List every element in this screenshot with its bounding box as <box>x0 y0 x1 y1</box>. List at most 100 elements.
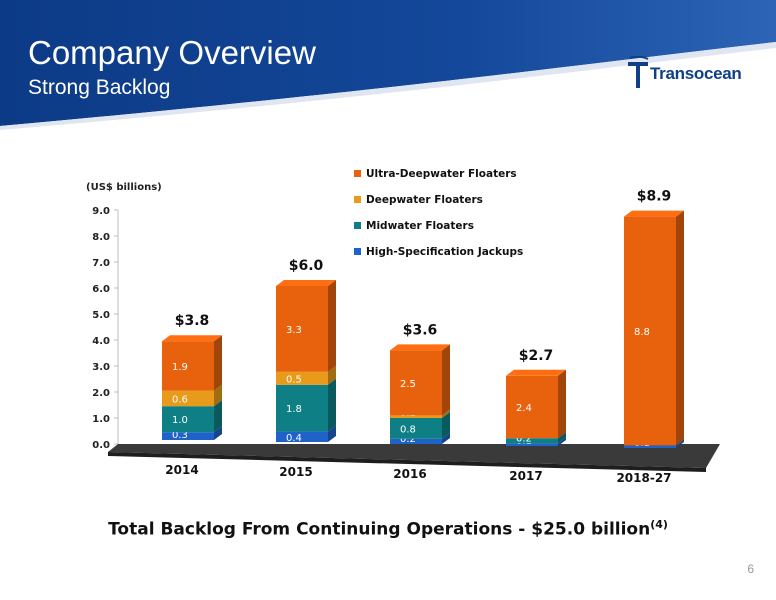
bar-segment <box>624 216 676 446</box>
x-category-label: 2017 <box>509 469 542 483</box>
bar-segment-side <box>558 432 566 444</box>
bar-segment <box>276 371 328 385</box>
legend-entry: Deepwater Floaters <box>366 194 483 206</box>
bar-segment-side <box>676 439 684 448</box>
bar-segment <box>506 443 558 446</box>
bar-value-label: 1.9 <box>172 362 188 373</box>
bar-stack-2015: 0.4 1.8 0.5 3.3 <box>276 280 336 444</box>
bar-value-label: 0.4 <box>286 433 302 444</box>
total-backlog-text: Total Backlog From Continuing Operations… <box>108 519 651 540</box>
y-tick-label: 0.0 <box>92 440 110 451</box>
y-tick-label: 3.0 <box>92 362 110 373</box>
bar-segment-side <box>558 369 566 439</box>
bar-value-label: 2.5 <box>400 379 416 390</box>
y-axis-label: (US$ billions) <box>86 182 162 193</box>
page-subtitle: Strong Backlog <box>28 76 171 99</box>
bar-segment-side <box>442 409 450 418</box>
legend-swatch <box>354 222 361 229</box>
legend-swatch <box>354 248 361 255</box>
bar-stack-2017: 0.10.22.4 <box>506 369 566 447</box>
bar-segment-side <box>328 378 336 432</box>
bar-segment <box>276 384 328 432</box>
x-category-label: 2018-27 <box>616 471 671 485</box>
bar-value-label: 2.4 <box>516 403 532 414</box>
y-tick-label: 4.0 <box>92 336 110 347</box>
floor-top <box>108 444 720 468</box>
bar-segment <box>624 445 676 448</box>
bar-segment <box>162 390 214 407</box>
header-band <box>0 0 776 130</box>
x-category-label: 2016 <box>393 467 426 481</box>
page-title: Company Overview <box>28 34 316 71</box>
legend-swatch <box>354 196 361 203</box>
bar-value-label: 0.8 <box>400 424 416 435</box>
bar-segment-side <box>442 432 450 444</box>
bar-segment <box>390 350 442 416</box>
bar-segment-side <box>328 365 336 385</box>
bar-total-label: $3.8 <box>175 313 210 329</box>
bar-segment-side <box>328 280 336 372</box>
x-category-label: 2014 <box>165 463 198 477</box>
bar-top-face <box>390 344 450 351</box>
page-number: 6 <box>747 562 754 576</box>
bar-segment-side <box>214 400 222 433</box>
legend-entry: Ultra-Deepwater Floaters <box>366 168 517 180</box>
bar-segment-side <box>558 437 566 446</box>
bar-segment-side <box>214 384 222 407</box>
bar-segment-side <box>328 425 336 442</box>
bar-top-face <box>162 335 222 342</box>
bar-segment <box>390 438 442 444</box>
x-category-label: 2015 <box>279 465 312 479</box>
bar-value-label: 0.2 <box>516 433 532 444</box>
backlog-chart: 0.0 1.0 2.0 3.0 4.0 5.0 6.0 7.0 8.0 9.0 (US$ billi… <box>86 168 720 485</box>
bar-segment <box>162 406 214 433</box>
bar-value-label: 0.3 <box>172 430 188 441</box>
bar-value-label: 1.8 <box>286 404 302 415</box>
y-tick-label: 7.0 <box>92 258 110 269</box>
bar-value-label: 1.0 <box>172 415 188 426</box>
company-logo: Transocean <box>626 55 766 90</box>
legend-swatch <box>354 170 361 177</box>
floor-edge <box>108 452 706 472</box>
bar-total-label: $8.9 <box>637 189 672 205</box>
y-tick-label: 8.0 <box>92 232 110 243</box>
bar-top-face <box>506 369 566 376</box>
y-tick-label: 2.0 <box>92 388 110 399</box>
total-backlog-caption: Total Backlog From Continuing Operations… <box>0 518 776 540</box>
bar-segment <box>390 415 442 418</box>
bar-value-label: 0.6 <box>172 394 188 405</box>
bar-stack-2014: 0.3 1.0 0.6 1.9 <box>162 335 222 441</box>
legend-entry: Midwater Floaters <box>366 220 474 232</box>
y-tick-label: 5.0 <box>92 310 110 321</box>
bar-value-label: 0.2 <box>400 434 416 445</box>
bar-total-label: $2.7 <box>519 348 554 364</box>
bar-segment-side <box>442 344 450 416</box>
legend-entry: High-Specification Jackups <box>366 246 523 258</box>
bar-total-label: $3.6 <box>403 322 438 338</box>
y-tick-label: 9.0 <box>92 206 110 217</box>
bar-value-label: 0.5 <box>286 374 302 385</box>
bar-segment <box>276 431 328 442</box>
logo-mark-icon <box>628 55 649 88</box>
bar-segment <box>162 341 214 391</box>
logo-wordmark: Transocean <box>650 64 742 83</box>
bar-segment-side <box>442 412 450 439</box>
bar-segment-side <box>676 210 684 446</box>
bar-segment <box>276 286 328 372</box>
bar-segment <box>162 432 214 440</box>
bar-top-face <box>624 210 684 217</box>
bar-segment <box>390 418 442 439</box>
footnote-ref: (4) <box>650 518 668 531</box>
bar-value-label: 3.3 <box>286 325 302 336</box>
y-tick-label: 6.0 <box>92 284 110 295</box>
bar-segment <box>506 438 558 444</box>
bar-stack-2016: 0.20.80.12.5 <box>390 344 450 445</box>
bar-top-face <box>276 280 336 286</box>
bar-segment-side <box>214 426 222 440</box>
bar-stack-2018-27: 0.18.8 <box>624 210 684 449</box>
bar-segment-side <box>214 335 222 391</box>
y-tick-label: 1.0 <box>92 414 110 425</box>
bar-value-label: 8.8 <box>634 327 650 338</box>
bar-segment <box>506 375 558 439</box>
bar-total-label: $6.0 <box>289 258 324 274</box>
